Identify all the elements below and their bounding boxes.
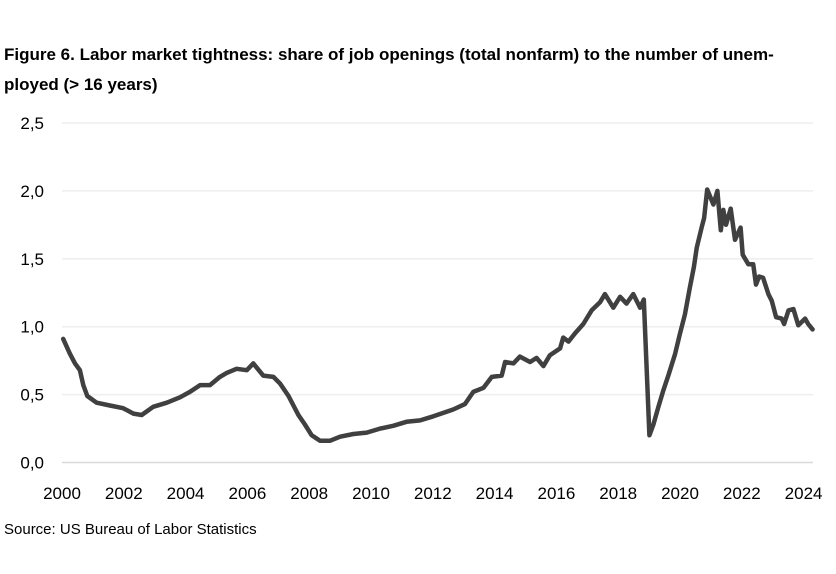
x-tick-label: 2002	[105, 484, 143, 503]
x-tick-label: 2006	[228, 484, 266, 503]
y-tick-label: 1,0	[20, 318, 44, 337]
x-tick-label: 2010	[352, 484, 390, 503]
x-axis-tick-labels: 2000 2002 2004 2006 2008 2010 2012 2014 2016 2018…	[43, 484, 822, 503]
x-tick-label: 2008	[290, 484, 328, 503]
y-axis-tick-labels: 0,0 0,5 1,0 1,5 2,0 2,5	[20, 114, 44, 473]
y-tick-label: 0,0	[20, 454, 44, 473]
source-note: Source: US Bureau of Labor Statistics	[4, 521, 257, 538]
chart-title: Figure 6. Labor market tightness: share …	[4, 40, 774, 100]
y-tick-label: 2,5	[20, 114, 44, 133]
x-tick-label: 2004	[167, 484, 205, 503]
chart-title-line-1: Figure 6. Labor market tightness: share …	[4, 45, 774, 64]
gridlines	[62, 122, 813, 464]
y-tick-label: 0,5	[20, 386, 44, 405]
series-line	[60, 187, 815, 444]
x-tick-label: 2020	[661, 484, 699, 503]
x-tick-label: 2024	[785, 484, 823, 503]
x-tick-label: 2000	[43, 484, 81, 503]
x-tick-label: 2022	[723, 484, 761, 503]
x-tick-label: 2018	[599, 484, 637, 503]
y-tick-label: 1,5	[20, 250, 44, 269]
x-tick-label: 2012	[414, 484, 452, 503]
y-tick-label: 2,0	[20, 182, 44, 201]
x-tick-label: 2016	[537, 484, 575, 503]
x-tick-label: 2014	[476, 484, 514, 503]
chart-title-line-2: ployed (> 16 years)	[4, 75, 158, 94]
